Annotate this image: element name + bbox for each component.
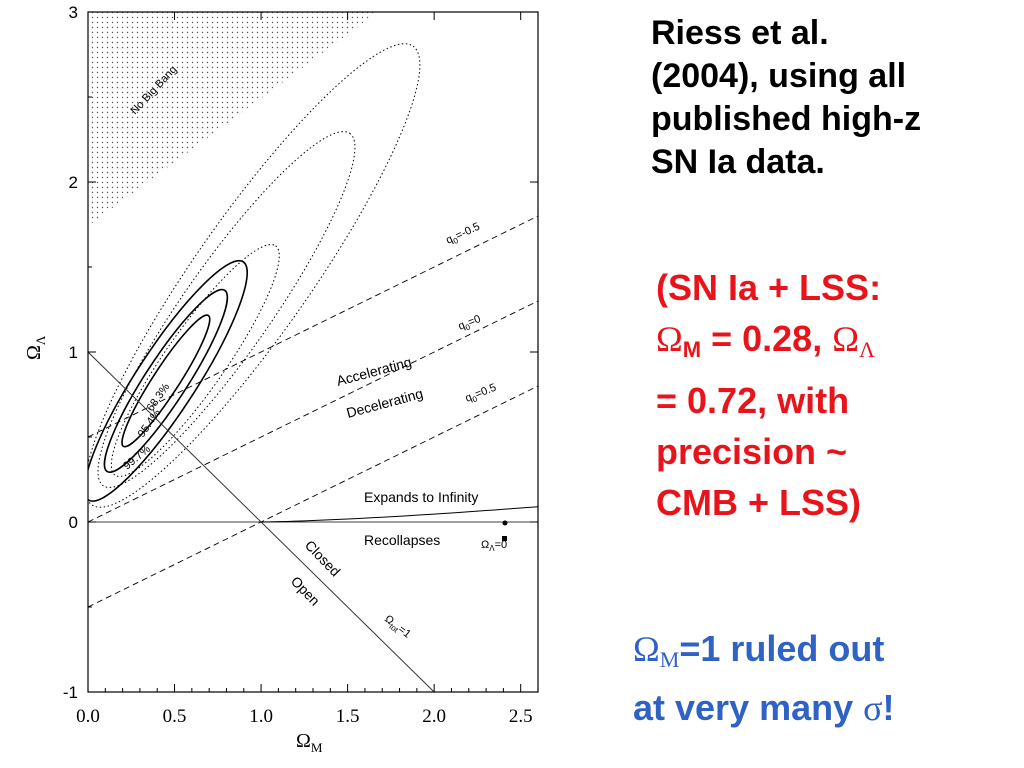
conclusion-text: ΩM=1 ruled out at very many σ! [633, 625, 895, 732]
x-tick-label: 1.5 [336, 706, 360, 727]
axis-ticks: -1 0 1 2 3 0.0 0.5 1.0 1.5 2.0 2.5 [63, 3, 538, 727]
result-line-3: = 0.72, with [656, 380, 850, 421]
reference-lines [88, 215, 538, 692]
x-tick-label: 0.0 [76, 706, 100, 727]
x-axis-title: ΩM [296, 730, 323, 755]
conclusion-line-2: at very many σ! [633, 687, 895, 728]
q0-half-label: q0=0.5 [464, 382, 499, 407]
expands-boundary-curve [261, 506, 538, 523]
contour-label-68: 68.3% [145, 381, 173, 414]
expands-label: Expands to Infinity [364, 489, 478, 505]
decelerating-label: Decelerating [345, 385, 425, 421]
deceleration-line [88, 385, 538, 608]
contour-95-4 [103, 288, 229, 473]
confidence-contours [88, 43, 421, 508]
q0-zero-label: q0=0 [457, 313, 484, 335]
q0-minus-half-label: q0=-0.5 [444, 221, 483, 249]
contour-99-7 [88, 259, 249, 502]
deceleration-line [88, 215, 538, 438]
closed-label: Closed [302, 537, 344, 579]
result-line-1: (SN Ia + LSS: [656, 267, 882, 308]
result-text: (SN Ia + LSS: ΩM = 0.28, ΩΛ = 0.72, with… [656, 262, 881, 528]
dotted-contour-middle [97, 131, 356, 488]
flat-line-label: Ωtot=1 [381, 613, 413, 642]
dotted-contour-inner [110, 244, 280, 477]
citation-text: Riess et al. (2004), using all published… [651, 14, 922, 181]
y-axis-title: ΩΛ [23, 335, 48, 360]
result-line-4: precision ~ [656, 431, 848, 472]
result-line-5: CMB + LSS) [656, 482, 862, 523]
contour-label-95: 95.4% [136, 407, 164, 440]
y-tick-label: 0 [69, 513, 78, 532]
contour-68-3 [121, 314, 211, 448]
x-tick-label: 2.0 [422, 706, 446, 727]
lambda-zero-marker-square [502, 536, 507, 541]
no-big-bang-region [88, 12, 378, 226]
y-tick-label: -1 [63, 683, 78, 702]
y-tick-label: 2 [69, 173, 78, 192]
conclusion-line-1: ΩM=1 ruled out [633, 628, 885, 672]
result-line-2: ΩM = 0.28, ΩΛ [656, 318, 875, 362]
dotted-contour-outer [88, 43, 421, 508]
x-tick-label: 0.5 [163, 706, 187, 727]
x-tick-label: 2.5 [509, 706, 533, 727]
y-tick-label: 1 [69, 343, 78, 362]
y-tick-label: 3 [69, 3, 78, 22]
deceleration-line [88, 300, 538, 523]
accelerating-label: Accelerating [335, 354, 414, 389]
lambda-zero-marker [502, 520, 508, 526]
recollapses-label: Recollapses [364, 532, 440, 548]
x-tick-label: 1.0 [249, 706, 273, 727]
lambda-zero-label: ΩΛ=0 [481, 539, 507, 553]
